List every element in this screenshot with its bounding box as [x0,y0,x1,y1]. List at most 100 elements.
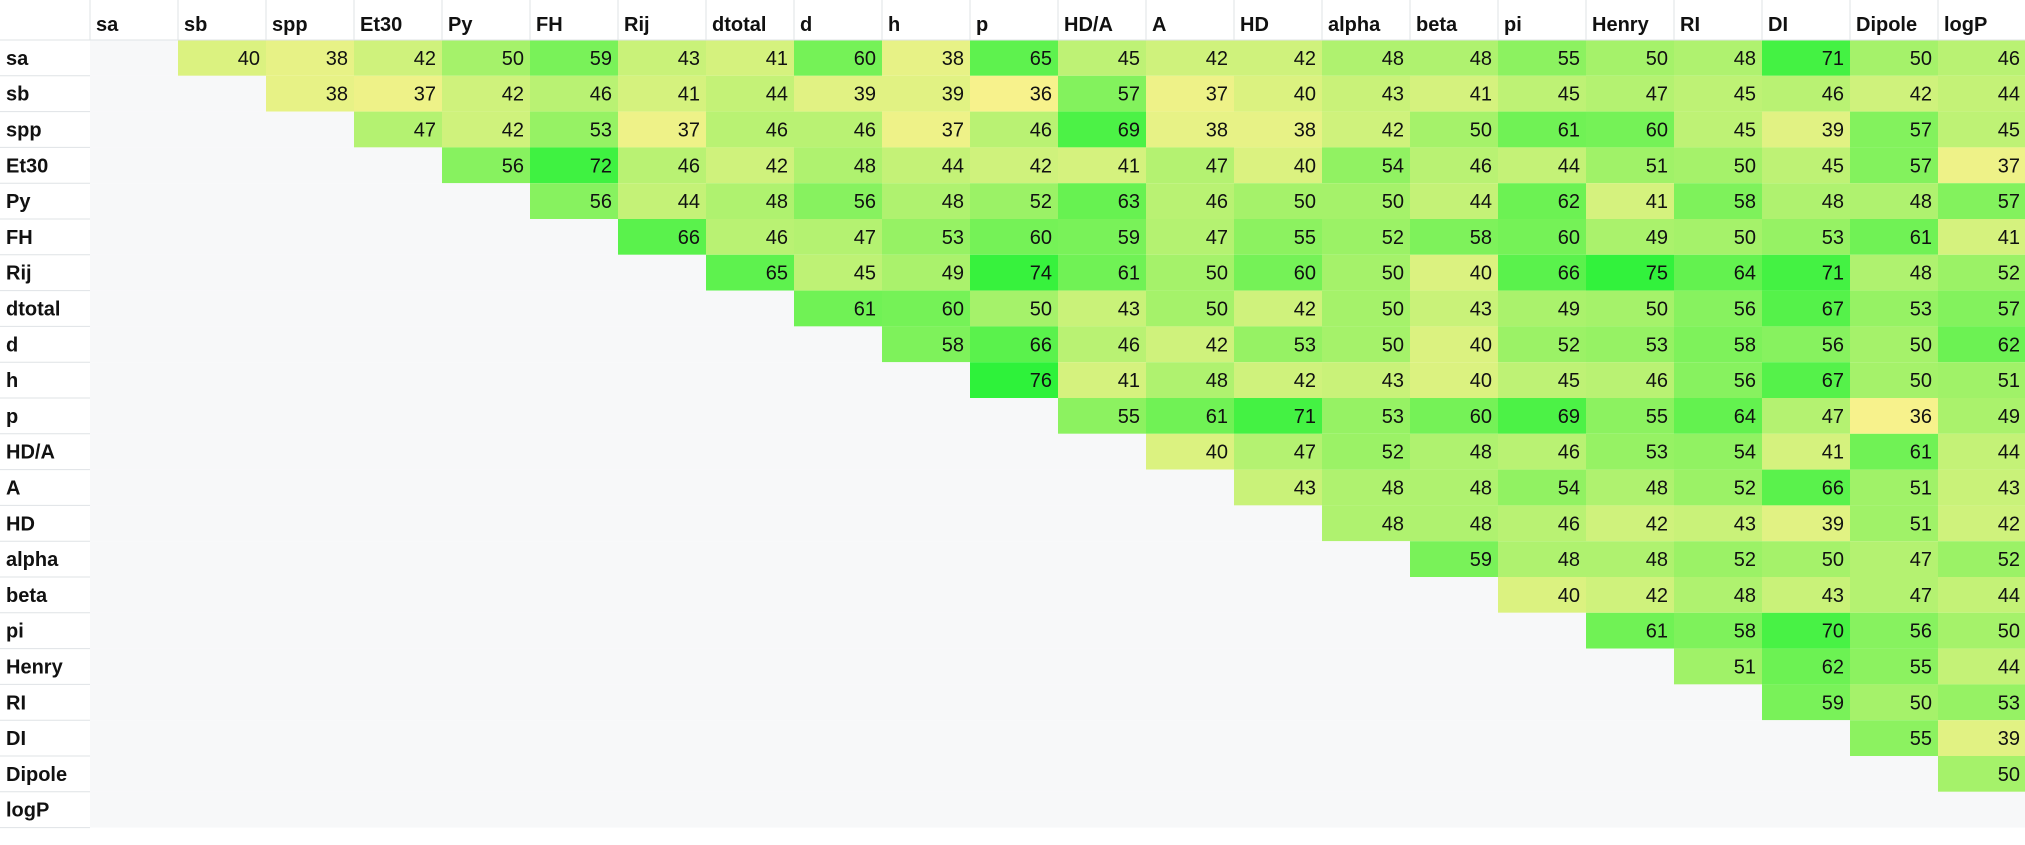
heatmap-empty-cell [706,720,794,756]
heatmap-empty-cell [618,469,706,506]
row-label: dtotal [6,299,60,321]
heatmap-empty-cell [970,684,1058,721]
heatmap-value-label: 42 [1030,155,1052,177]
heatmap-value-label: 41 [1118,155,1140,177]
heatmap-empty-cell [618,398,706,434]
heatmap-cell [1058,111,1146,148]
heatmap-empty-cell [442,326,530,363]
heatmap-cell [1674,254,1762,291]
heatmap-cell [1234,290,1322,327]
heatmap-empty-cell [1058,720,1146,756]
heatmap-value-label: 46 [1030,120,1052,142]
heatmap-cell [1938,111,2025,148]
heatmap-cell [1058,362,1146,398]
heatmap-empty-cell [178,290,266,327]
heatmap-value-label: 39 [942,84,964,106]
heatmap-empty-cell [90,684,178,721]
heatmap-cell [618,111,706,148]
heatmap-value-label: 50 [1382,299,1404,321]
heatmap-empty-cell [1058,791,1146,828]
heatmap-cell [530,111,618,148]
heatmap-cell [1322,75,1410,112]
heatmap-value-label: 37 [414,84,436,106]
heatmap-cell [1058,183,1146,219]
heatmap-empty-cell [1322,720,1410,756]
heatmap-value-label: 50 [1206,299,1228,321]
heatmap-value-label: 58 [1734,334,1756,356]
heatmap-value-label: 46 [766,227,788,249]
heatmap-cell [1058,147,1146,184]
row-label: spp [6,120,42,142]
heatmap-value-label: 60 [1646,120,1668,142]
heatmap-cell [1586,183,1674,219]
heatmap-value-label: 48 [1910,263,1932,285]
heatmap-cell [1762,40,1850,76]
heatmap-empty-cell [794,612,882,649]
heatmap-value-label: 42 [414,48,436,70]
heatmap-cell [1850,469,1938,506]
heatmap-cell [1762,183,1850,219]
heatmap-value-label: 59 [1470,549,1492,571]
heatmap-value-label: 47 [1646,84,1668,106]
heatmap-cell [1938,398,2025,434]
heatmap-value-label: 52 [1382,442,1404,464]
heatmap-empty-cell [970,577,1058,613]
column-label: pi [1504,14,1522,36]
heatmap-cell [1498,290,1586,327]
heatmap-empty-cell [354,756,442,792]
heatmap-empty-cell [90,219,178,255]
heatmap-cell [1058,75,1146,112]
heatmap-empty-cell [882,398,970,434]
heatmap-empty-cell [530,326,618,363]
heatmap-value-label: 61 [1646,621,1668,643]
heatmap-cell [1762,577,1850,613]
heatmap-cell [1234,183,1322,219]
heatmap-cell [1850,183,1938,219]
row-label: Henry [6,657,64,679]
heatmap-cell [1234,75,1322,112]
heatmap-empty-cell [90,612,178,649]
heatmap-value-label: 58 [1734,191,1756,213]
heatmap-cell [1410,290,1498,327]
heatmap-cell [882,254,970,291]
heatmap-value-label: 50 [1910,692,1932,714]
heatmap-value-label: 45 [1998,120,2020,142]
heatmap-empty-cell [618,505,706,542]
heatmap-cell [1322,40,1410,76]
heatmap-value-label: 37 [1998,155,2020,177]
heatmap-cell [1234,40,1322,76]
heatmap-value-label: 46 [1558,513,1580,535]
column-label: Dipole [1856,14,1917,36]
heatmap-cell [1498,469,1586,506]
heatmap-value-label: 59 [1822,692,1844,714]
heatmap-value-label: 45 [1734,120,1756,142]
heatmap-cell [1674,612,1762,649]
heatmap-value-label: 59 [590,48,612,70]
heatmap-empty-cell [1146,648,1234,685]
heatmap-cell [1410,505,1498,542]
heatmap-cell [1850,290,1938,327]
heatmap-value-label: 59 [1118,227,1140,249]
heatmap-value-label: 55 [1910,657,1932,679]
heatmap-cell [882,183,970,219]
heatmap-empty-cell [90,648,178,685]
heatmap-value-label: 40 [1470,370,1492,392]
heatmap-cell [1674,362,1762,398]
heatmap-cell [1938,612,2025,649]
heatmap-value-label: 37 [1206,84,1228,106]
heatmap-value-label: 60 [854,48,876,70]
heatmap-empty-cell [266,469,354,506]
heatmap-value-label: 46 [678,155,700,177]
heatmap-cell [1762,254,1850,291]
heatmap-cell [1146,398,1234,434]
heatmap-cell [618,219,706,255]
heatmap-empty-cell [1410,612,1498,649]
heatmap-empty-cell [1146,469,1234,506]
header-row-background [0,0,2025,40]
heatmap-value-label: 42 [1294,370,1316,392]
heatmap-empty-cell [178,648,266,685]
heatmap-value-label: 41 [678,84,700,106]
heatmap-cell [1762,469,1850,506]
heatmap-empty-cell [178,254,266,291]
heatmap-value-label: 42 [1294,299,1316,321]
